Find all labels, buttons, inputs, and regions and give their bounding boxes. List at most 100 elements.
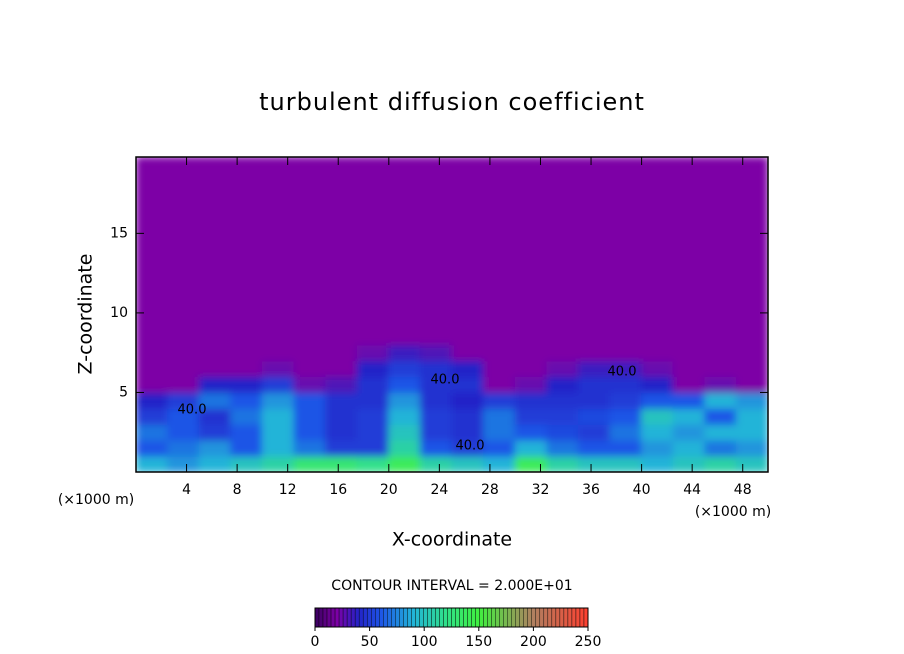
field-cell [514,344,548,362]
field-cell [672,157,706,346]
field-cell [451,376,485,393]
colorbar-swatch [346,607,352,628]
colorbar-swatch [515,607,520,628]
colorbar-swatch [383,607,388,628]
field-cell [325,407,358,425]
colorbar-swatch [415,607,420,628]
colorbar-swatch [559,607,565,628]
field-cell [325,423,358,441]
colorbar-swatch [519,607,524,628]
colorbar-swatch [391,607,396,628]
field-cell [356,439,390,457]
x-tick-label: 16 [329,482,347,498]
field-cell [293,344,327,362]
field-cell [261,360,295,378]
field-cell [514,455,548,472]
colorbar-swatch [531,607,537,628]
colorbar-swatch [487,607,492,628]
field-cell [609,407,643,425]
field-cell [261,407,295,425]
field-cell [261,157,295,346]
colorbar-swatch [571,607,577,628]
colorbar-swatch [435,607,440,628]
x-tick-label: 20 [380,482,398,498]
field-cell [136,455,169,472]
field-cell [230,407,263,425]
colorbar-swatch [511,607,516,628]
colorbar-swatch [535,607,541,628]
field-cell [293,423,327,441]
colorbar-swatch [387,607,392,628]
colorbar-swatch [358,607,364,628]
x-tick-label: 12 [279,482,297,498]
colorbar-swatch [443,607,448,628]
x-tick-label: 36 [582,482,600,498]
field-cell [577,360,611,378]
field-cell [136,423,169,441]
field-cell [419,376,453,393]
field-cell [483,157,516,346]
field-cell [514,407,548,425]
field-cell [325,439,358,457]
field-cell [735,360,768,378]
field-cell [577,423,611,441]
field-cell [483,360,516,378]
field-cell [198,157,232,346]
field-cell [136,157,169,346]
x-unit-label: (×1000 m) [695,504,771,520]
field-cell [641,157,674,346]
field-cell [198,391,232,409]
field-cell [672,391,706,409]
field-cell [356,376,390,393]
field-cell [167,407,200,425]
field-cell [546,391,579,409]
colorbar-swatch [467,607,472,628]
colorbar-swatch [314,607,320,628]
field [136,157,768,472]
field-cell [198,344,232,362]
field-cell [230,376,263,393]
field-cell [546,344,579,362]
x-tick-label: 28 [481,482,499,498]
field-cell [261,344,295,362]
colorbar-swatch [479,607,484,628]
field-cell [577,439,611,457]
field-cell [293,455,327,472]
field-cell [230,423,263,441]
field-cell [546,439,579,457]
field-cell [704,407,737,425]
field-cell [451,157,485,346]
field-cell [577,455,611,472]
colorbar-swatch [575,607,581,628]
field-cell [735,455,768,472]
field-cell [293,407,327,425]
field-cell [198,423,232,441]
contour-label: 40.0 [456,439,485,454]
field-cell [167,423,200,441]
field-cell [167,439,200,457]
colorbar-swatch [375,607,380,628]
contour-label: 40.0 [431,373,460,388]
colorbar-swatch [366,607,372,628]
contour-interval: CONTOUR INTERVAL = 2.000E+01 [331,578,572,594]
field-cell [609,376,643,393]
field-cell [198,360,232,378]
field-cell [641,407,674,425]
field-cell [198,407,232,425]
field-cell [577,376,611,393]
field-cell [704,157,737,346]
colorbar-swatch [503,607,508,628]
colorbar-swatch [439,607,444,628]
field-cell [704,423,737,441]
field-cell [735,344,768,362]
field-cell [514,439,548,457]
field-cell [356,344,390,362]
field-cell [609,439,643,457]
field-cell [136,360,169,378]
field-cell [356,407,390,425]
x-tick-label: 8 [233,482,242,498]
field-cell [325,376,358,393]
field-cell [672,455,706,472]
colorbar-swatch [354,607,360,628]
